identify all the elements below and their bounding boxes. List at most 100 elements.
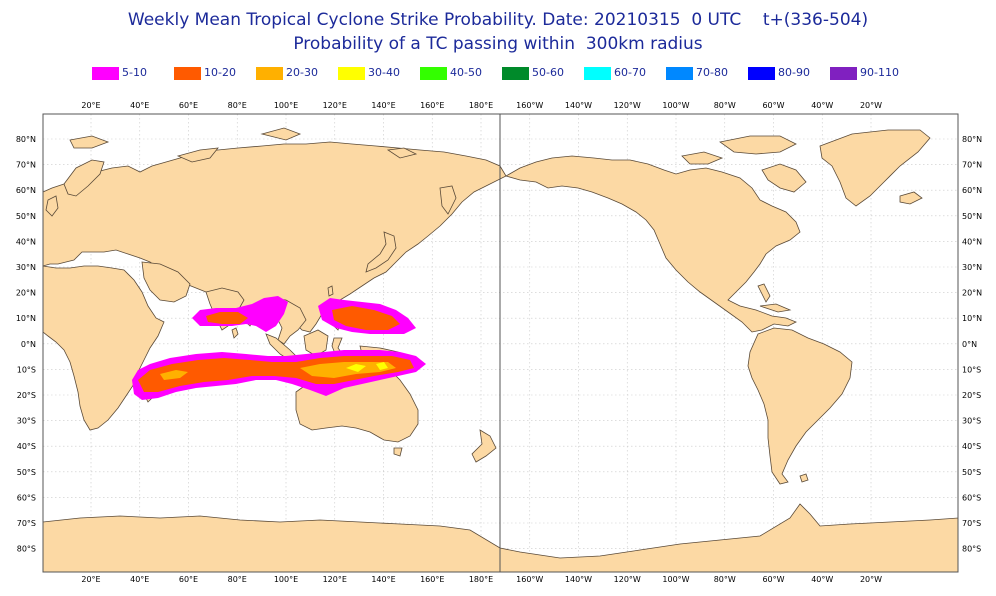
lon-tick-label: 120°E bbox=[323, 575, 347, 584]
lon-tick-label: 100°E bbox=[274, 101, 298, 110]
land-arabia bbox=[141, 261, 191, 303]
lon-tick-label: 100°E bbox=[274, 575, 298, 584]
prob-20-30-south-indian-east bbox=[300, 362, 396, 378]
lat-tick-label: 70°S bbox=[17, 519, 36, 528]
prob-10-20-west-pacific bbox=[332, 306, 400, 330]
lat-tick-label: 70°N bbox=[962, 161, 982, 170]
legend-swatch bbox=[748, 67, 775, 80]
legend-label: 40-50 bbox=[450, 66, 482, 79]
lat-tick-label: 20°N bbox=[16, 289, 36, 298]
lon-tick-label: 60°W bbox=[762, 575, 784, 584]
legend-swatch bbox=[830, 67, 857, 80]
land-africa bbox=[42, 265, 165, 431]
land-taiwan bbox=[327, 285, 334, 297]
legend-swatch bbox=[502, 67, 529, 80]
legend-label: 80-90 bbox=[778, 66, 810, 79]
prob-30-40-arafura bbox=[376, 362, 388, 370]
lat-tick-label: 30°N bbox=[16, 263, 36, 272]
lon-tick-label: 140°E bbox=[371, 101, 395, 110]
lon-tick-label: 100°W bbox=[662, 575, 689, 584]
lat-tick-label: 60°N bbox=[16, 186, 36, 195]
land-north-america bbox=[504, 155, 801, 333]
land-novaya-zemlya bbox=[176, 147, 219, 163]
map-frame bbox=[42, 113, 959, 573]
lat-tick-label: 10°N bbox=[962, 314, 982, 323]
lon-tick-label: 20°E bbox=[81, 575, 100, 584]
legend-label: 90-110 bbox=[860, 66, 899, 79]
legend-swatch bbox=[584, 67, 611, 80]
legend-label: 5-10 bbox=[122, 66, 147, 79]
lon-tick-label: 60°W bbox=[762, 101, 784, 110]
land-victoria-island bbox=[681, 151, 724, 165]
prob-10-20-bay-of-bengal bbox=[206, 312, 248, 324]
lat-tick-label: 30°N bbox=[962, 263, 982, 272]
lat-tick-label: 50°N bbox=[16, 212, 36, 221]
lon-tick-label: 40°E bbox=[130, 101, 149, 110]
land-tasmania bbox=[393, 447, 403, 457]
lon-tick-label: 160°W bbox=[516, 101, 543, 110]
land-japan bbox=[365, 231, 397, 273]
lat-tick-label: 10°S bbox=[17, 365, 36, 374]
legend-label: 60-70 bbox=[614, 66, 646, 79]
legend-swatch bbox=[256, 67, 283, 80]
lat-tick-label: 20°S bbox=[962, 391, 981, 400]
lon-tick-label: 100°W bbox=[662, 101, 689, 110]
strike-probability-areas bbox=[132, 296, 426, 400]
lat-tick-label: 50°S bbox=[962, 468, 981, 477]
lat-tick-label: 20°S bbox=[17, 391, 36, 400]
land-greenland bbox=[819, 129, 931, 207]
lat-tick-label: 80°S bbox=[17, 545, 36, 554]
legend-label: 30-40 bbox=[368, 66, 400, 79]
land-florida bbox=[757, 283, 771, 303]
map-subtitle: Probability of a TC passing within 300km… bbox=[293, 34, 703, 54]
legend-swatch bbox=[174, 67, 201, 80]
prob-20-30-south-indian-west bbox=[160, 370, 188, 380]
land-antarctica bbox=[42, 503, 959, 573]
land-kamchatka bbox=[439, 185, 457, 215]
lon-tick-label: 20°E bbox=[81, 101, 100, 110]
lat-tick-label: 30°S bbox=[17, 417, 36, 426]
land-severnaya bbox=[260, 127, 302, 141]
lat-tick-label: 50°N bbox=[962, 212, 982, 221]
lat-tick-label: 40°S bbox=[17, 442, 36, 451]
lon-tick-label: 160°E bbox=[420, 575, 444, 584]
land-scandinavia bbox=[63, 159, 105, 197]
lon-tick-label: 60°E bbox=[179, 575, 198, 584]
lat-tick-label: 60°S bbox=[962, 493, 981, 502]
lon-tick-label: 40°W bbox=[811, 101, 833, 110]
lat-tick-label: 10°N bbox=[16, 314, 36, 323]
lat-tick-label: 40°N bbox=[16, 237, 36, 246]
lat-tick-label: 0°N bbox=[962, 340, 977, 349]
land-baffin bbox=[761, 163, 807, 193]
lon-tick-label: 140°W bbox=[565, 101, 592, 110]
lon-tick-label: 40°W bbox=[811, 575, 833, 584]
lon-tick-label: 20°W bbox=[860, 101, 882, 110]
lon-tick-label: 120°W bbox=[614, 101, 641, 110]
land-iceland bbox=[899, 191, 923, 205]
lon-tick-label: 60°E bbox=[179, 101, 198, 110]
lat-tick-label: 60°N bbox=[962, 186, 982, 195]
legend-swatch bbox=[420, 67, 447, 80]
lat-tick-label: 40°S bbox=[962, 442, 981, 451]
land-new-siberia bbox=[386, 147, 418, 159]
lon-tick-label: 180°E bbox=[469, 575, 493, 584]
legend-label: 10-20 bbox=[204, 66, 236, 79]
legend-label: 20-30 bbox=[286, 66, 318, 79]
axis-labels: 20°E 20°E 40°E 40°E 60°E 60°E 80°E 80°E 100°E 100… bbox=[16, 101, 982, 584]
prob-30-40-timor-sea bbox=[346, 364, 366, 372]
lat-tick-label: 80°S bbox=[962, 545, 981, 554]
lat-tick-label: 20°N bbox=[962, 289, 982, 298]
land-ellesmere bbox=[719, 135, 797, 155]
lat-tick-label: 10°S bbox=[962, 365, 981, 374]
lon-tick-label: 140°E bbox=[371, 575, 395, 584]
lon-tick-label: 20°W bbox=[860, 575, 882, 584]
land-borneo bbox=[303, 329, 329, 357]
lat-tick-label: 40°N bbox=[962, 237, 982, 246]
legend-swatch bbox=[338, 67, 365, 80]
land-cuba bbox=[759, 303, 792, 313]
lon-tick-label: 140°W bbox=[565, 575, 592, 584]
land-svalbard bbox=[69, 135, 110, 149]
legend-swatch bbox=[92, 67, 119, 80]
land-south-america bbox=[747, 327, 853, 485]
